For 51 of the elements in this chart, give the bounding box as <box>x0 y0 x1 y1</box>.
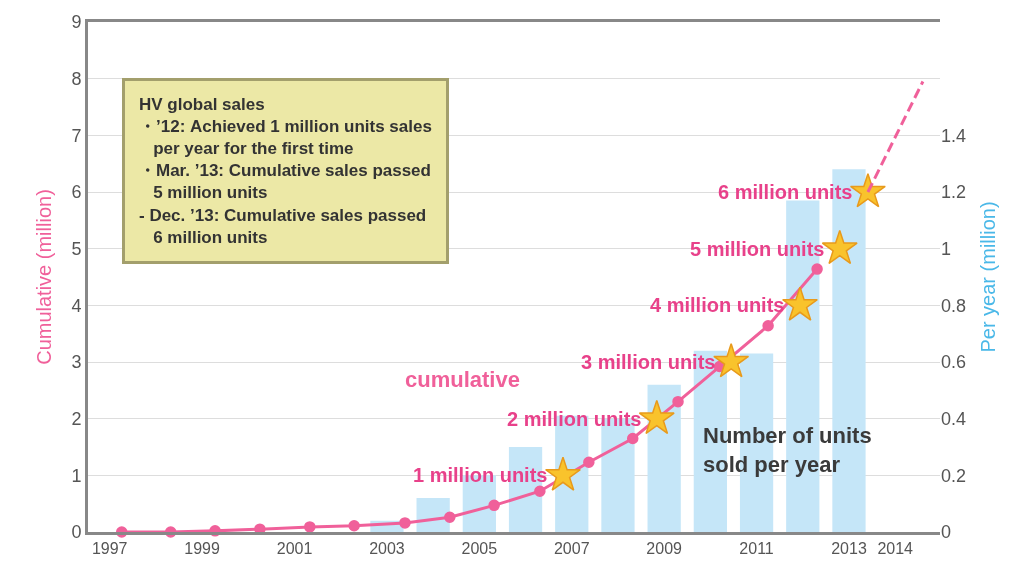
y2-tick-label: 1.4 <box>941 125 967 146</box>
point <box>304 521 316 533</box>
x-tick-label: 2007 <box>553 540 590 558</box>
point <box>626 432 639 445</box>
x-tick-label: 2013 <box>831 540 867 558</box>
point <box>348 520 360 532</box>
y2-tick-label: 1 <box>941 238 952 259</box>
point <box>399 517 411 529</box>
text: cumulative <box>405 367 520 392</box>
data-label: 1 million units <box>413 464 548 486</box>
y-axis-title: Cumulative (million) <box>32 189 55 365</box>
y2-tick-label: 0.6 <box>941 352 967 373</box>
x-tick-label: 1997 <box>91 540 128 558</box>
y-tick-label: 7 <box>71 125 82 146</box>
data-label: 6 million units <box>718 181 853 203</box>
y-tick-label: 8 <box>71 68 82 89</box>
x-tick-label: 2003 <box>369 540 405 558</box>
y-tick-label: 6 <box>71 182 82 203</box>
point <box>811 263 823 275</box>
y2-tick-label: 0.4 <box>941 408 967 429</box>
y-tick-label: 3 <box>71 352 82 373</box>
data-label: 4 million units <box>650 294 785 316</box>
y-tick-label: 1 <box>71 465 82 486</box>
y2-tick-label: 0.2 <box>941 465 967 486</box>
data-label: 5 million units <box>690 238 825 260</box>
y-tick-label: 2 <box>71 408 82 429</box>
y2-tick-label: 0 <box>941 522 952 543</box>
point <box>534 485 546 497</box>
y-tick-label: 0 <box>71 522 82 543</box>
y-tick-label: 4 <box>71 295 82 316</box>
x-tick-label: 2005 <box>461 540 498 558</box>
y-tick-label: 5 <box>71 238 82 259</box>
data-label: 3 million units <box>581 351 716 373</box>
point <box>713 343 750 378</box>
point <box>488 499 500 512</box>
point <box>444 511 456 524</box>
data-label: 2 million units <box>507 408 642 430</box>
x-tick-label: 2001 <box>276 540 313 558</box>
x-tick-label: 2014 <box>877 540 914 558</box>
y2-tick-label: 0.8 <box>941 295 967 316</box>
x-tick-label: 2009 <box>646 540 683 558</box>
y-tick-label: 9 <box>71 12 82 33</box>
annotation: HV global sales ・’12: Achieved 1 million units sales per year for the first time ・Mar. ’13: Cumulative sales passed 5 million units - Dec. ’13: Cumulative sales passed 6 million units <box>139 95 432 247</box>
x-tick-label: 2011 <box>739 540 774 558</box>
y2-axis-title: Per year (million) <box>976 201 999 353</box>
point <box>672 395 684 408</box>
series-label: Number of units sold per year <box>703 423 872 477</box>
x-tick-label: 1999 <box>184 540 221 558</box>
point <box>762 319 774 332</box>
y2-tick-label: 1.2 <box>941 182 967 203</box>
point <box>583 456 595 469</box>
